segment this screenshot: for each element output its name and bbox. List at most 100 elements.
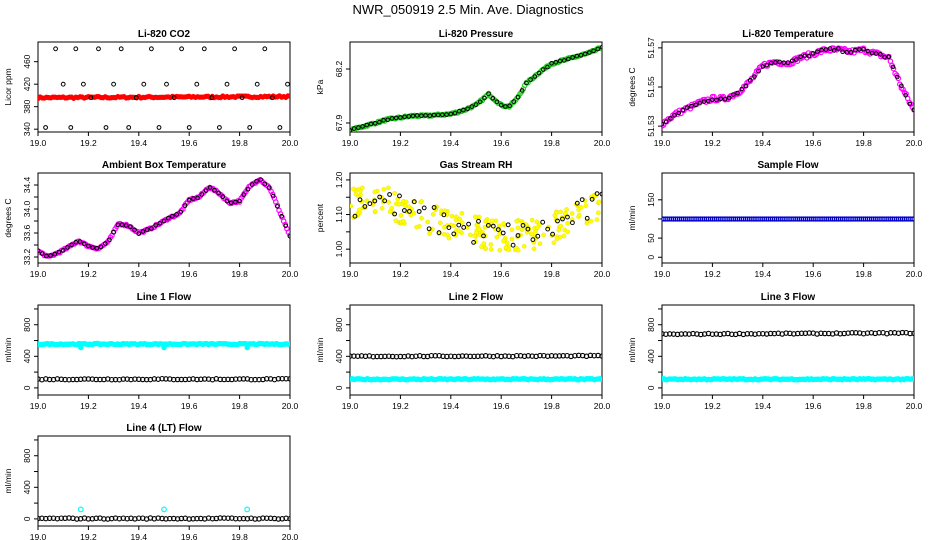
data-point (844, 49, 850, 55)
reference-point (285, 81, 290, 87)
reference-point (73, 46, 79, 52)
y-tick-label: 400 (22, 480, 32, 494)
plot-frame (349, 172, 603, 264)
x-tick-label: 19.4 (443, 401, 460, 411)
data-point (398, 213, 404, 218)
page-title: NWR_050919 2.5 Min. Ave. Diagnostics (352, 2, 584, 17)
data-point (397, 193, 402, 199)
y-tick-label: 33.2 (22, 248, 32, 265)
data-point (596, 210, 601, 216)
data-point (157, 221, 163, 226)
reference-point (118, 46, 124, 52)
outlier-point (78, 344, 84, 351)
x-tick-label: 19.2 (80, 269, 97, 279)
data-point (514, 218, 520, 224)
reference-point (126, 125, 132, 130)
data-point (436, 230, 442, 236)
data-point (483, 218, 488, 224)
plot-area (38, 177, 290, 259)
data-point (93, 515, 99, 522)
data-point (377, 194, 383, 200)
data-point (521, 243, 527, 249)
x-tick-label: 20.0 (906, 401, 923, 411)
data-point (488, 247, 494, 252)
data-point (911, 376, 914, 382)
x-tick-label: 20.0 (282, 532, 299, 540)
data-point (351, 126, 357, 131)
data-point (275, 516, 282, 522)
data-point (123, 223, 129, 228)
data-point (465, 106, 470, 112)
data-point (448, 111, 454, 117)
data-point (578, 52, 584, 58)
data-point (471, 240, 477, 245)
data-point (364, 198, 370, 204)
reference-point (262, 46, 268, 52)
x-tick-label: 19.0 (342, 269, 359, 279)
data-point (748, 331, 754, 337)
data-point (701, 99, 707, 104)
reference-point (179, 46, 185, 52)
data-point (852, 47, 858, 53)
data-point (486, 91, 491, 97)
data-point (431, 112, 437, 118)
y-axis-label: ml/min (627, 205, 637, 230)
plot-frame (349, 304, 603, 396)
data-point (563, 211, 568, 216)
data-point (501, 238, 506, 244)
data-point (743, 83, 749, 89)
data-point (262, 181, 268, 187)
x-tick-label: 19.8 (543, 401, 560, 411)
data-point (459, 220, 465, 225)
data-point (739, 86, 745, 92)
data-point (178, 209, 184, 215)
data-point (682, 331, 689, 337)
data-point (752, 74, 757, 79)
data-point (258, 177, 263, 182)
data-point (890, 64, 896, 70)
y-tick-label: 1.10 (334, 206, 344, 223)
data-point (77, 239, 83, 244)
data-point (372, 198, 378, 204)
data-point (589, 194, 594, 200)
chart-title: Line 1 Flow (137, 292, 192, 303)
data-point (69, 242, 74, 248)
data-point (773, 60, 778, 65)
data-point (595, 46, 601, 52)
x-tick-label: 19.0 (30, 138, 47, 148)
data-point (419, 215, 424, 221)
x-tick-label: 19.2 (80, 138, 97, 148)
data-point (350, 203, 354, 209)
data-point (599, 376, 602, 383)
data-point (469, 104, 475, 109)
data-point (461, 225, 467, 230)
data-point (873, 51, 879, 56)
data-point (124, 515, 130, 522)
y-tick-label: 0 (22, 516, 32, 521)
x-tick-label: 20.0 (594, 269, 611, 279)
data-point (161, 506, 167, 513)
x-tick-label: 19.0 (654, 401, 671, 411)
y-tick-label: 800 (334, 317, 344, 331)
data-point (427, 113, 433, 118)
data-point (540, 67, 546, 72)
data-point (170, 213, 175, 219)
data-point (566, 56, 571, 62)
data-point (482, 95, 487, 101)
x-tick-label: 19.2 (704, 269, 721, 279)
data-point (115, 222, 121, 228)
data-point (441, 212, 447, 218)
data-point (355, 353, 361, 359)
data-point (554, 236, 560, 242)
data-point (362, 204, 368, 209)
data-point (722, 96, 728, 102)
x-tick-label: 19.8 (231, 401, 248, 411)
x-tick-label: 20.0 (906, 138, 923, 148)
data-point (565, 221, 571, 226)
y-tick-label: 340 (22, 122, 32, 136)
data-point (599, 353, 602, 359)
y-tick-label: 51.57 (646, 37, 656, 59)
chart-title: Li-820 Temperature (742, 29, 834, 40)
chart-title: Line 4 (LT) Flow (126, 423, 202, 434)
data-point (557, 58, 563, 64)
